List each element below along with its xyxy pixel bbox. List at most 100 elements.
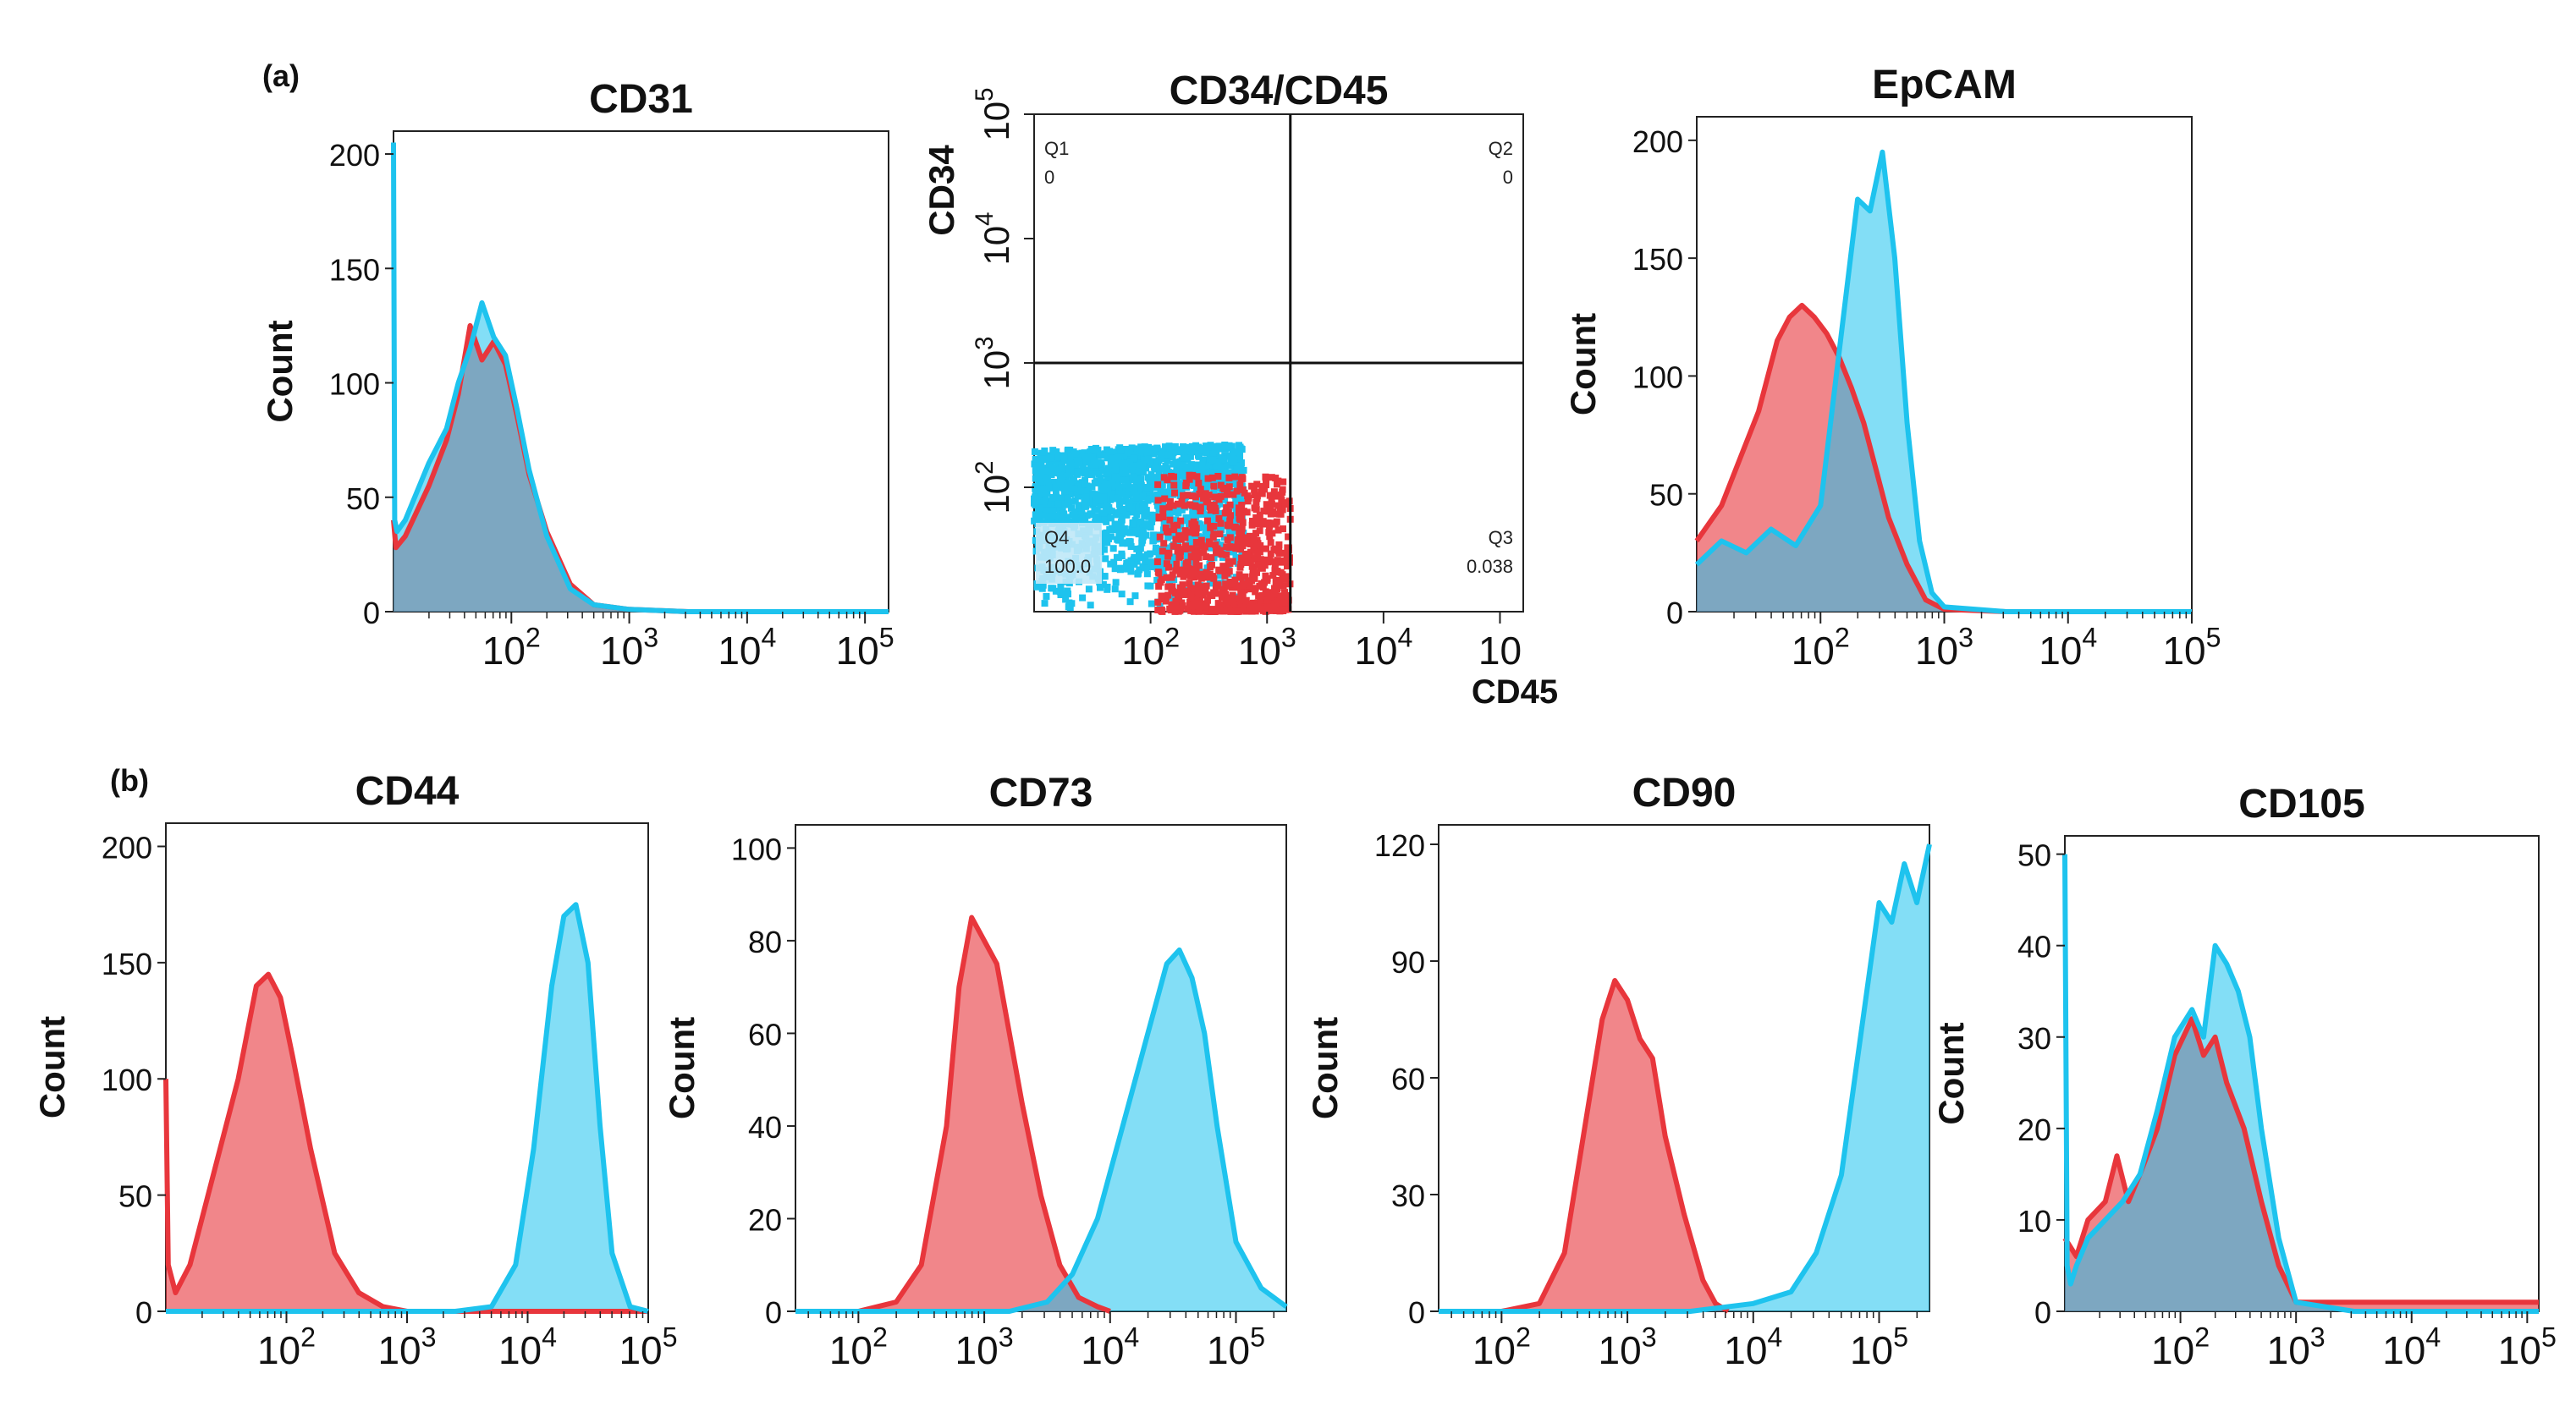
cd34cd45-point-control: [1169, 583, 1176, 591]
cd34cd45-point-control: [1216, 567, 1224, 574]
cd34cd45-point-control: [1230, 602, 1238, 609]
cd34cd45-point-marker: [1120, 525, 1128, 532]
cd34cd45-point-marker: [1164, 469, 1172, 476]
cd34cd45-point-control: [1175, 532, 1183, 540]
cd34cd45-point-marker: [1054, 466, 1062, 474]
cd73-ytick-label: 60: [748, 1017, 782, 1052]
cd34cd45-point-marker: [1233, 558, 1241, 565]
cd34cd45-point-marker: [1237, 445, 1245, 453]
cd34cd45-point-marker: [1083, 512, 1091, 519]
cd34cd45-point-marker: [1192, 442, 1200, 449]
cd34cd45-point-control: [1222, 591, 1230, 598]
cd90-ytick-label: 120: [1374, 828, 1425, 863]
cd34cd45-point-marker: [1159, 499, 1167, 507]
epcam-series-area-marker: [1697, 151, 2192, 613]
cd34cd45-point-control: [1270, 591, 1278, 598]
cd34cd45-point-marker: [1139, 493, 1147, 501]
cd34cd45-ylabel: CD34: [922, 145, 961, 236]
epcam-ytick-label: 0: [1666, 596, 1683, 630]
cd34cd45-point-control: [1244, 497, 1252, 505]
cd34cd45-ytick-label: 102: [971, 460, 1016, 514]
cd34cd45-point-marker: [1159, 563, 1166, 570]
cd34cd45-point-marker: [1143, 521, 1151, 529]
cd34cd45-point-control: [1158, 592, 1165, 600]
cd34cd45-point-control: [1270, 607, 1278, 614]
cd34cd45-ytick-label-group: 105: [971, 87, 1016, 140]
cd34cd45-point-control: [1181, 528, 1189, 536]
cd34cd45-point-marker: [1159, 558, 1166, 565]
cd34cd45-point-control: [1268, 496, 1275, 503]
cd34cd45-point-control: [1239, 475, 1247, 482]
cd34cd45-point-marker: [1136, 566, 1143, 574]
cd34cd45-point-control: [1231, 578, 1239, 585]
cd34cd45-point-marker: [1146, 479, 1153, 486]
cd34cd45-point-marker: [1206, 580, 1214, 587]
cd34cd45-point-control: [1218, 591, 1225, 598]
cd31-xtick-label: 103: [600, 622, 658, 673]
cd31-ytick-label: 100: [329, 367, 380, 402]
cd34cd45-xlabel: CD45: [1472, 673, 1558, 711]
cd34cd45-point-control: [1277, 569, 1285, 576]
cd44-ytick-label: 0: [135, 1295, 152, 1330]
cd34cd45-point-control: [1241, 550, 1249, 558]
cd34cd45-point-control: [1208, 591, 1216, 599]
cd44-xtick-label: 104: [498, 1321, 557, 1372]
cd34cd45-point-control: [1170, 542, 1177, 550]
cd34cd45-chart: Q1 0 Q2 0 Q3 0.038 Q4 100.0 102 103 104 10 102 103 104…: [922, 69, 1558, 711]
cd34cd45-point-marker: [1136, 554, 1143, 562]
cd34cd45-point-control: [1209, 534, 1217, 541]
cd31-series-area-marker: [394, 142, 889, 612]
cd44-ytick-label: 200: [102, 830, 152, 865]
cd34cd45-point-control: [1278, 497, 1285, 504]
cd34cd45-point-marker: [1091, 457, 1098, 464]
cd34cd45-point-control: [1185, 567, 1192, 574]
cd34cd45-point-marker: [1227, 452, 1235, 459]
epcam-ytick-label: 200: [1632, 124, 1683, 159]
cd34cd45-point-control: [1206, 540, 1214, 547]
cd34cd45-point-marker: [1081, 481, 1088, 488]
panel-label-b: (b): [110, 763, 149, 798]
cd34cd45-point-control: [1190, 599, 1197, 607]
cd34cd45-point-control: [1178, 497, 1186, 505]
cd34cd45-point-control: [1279, 488, 1286, 496]
cd34cd45-point-control: [1249, 566, 1257, 574]
cd34cd45-point-marker: [1104, 583, 1111, 591]
cd90-series-line-marker: [1439, 843, 1932, 1314]
cd34cd45-point-marker: [1178, 457, 1186, 464]
cd34cd45-point-control: [1242, 535, 1250, 542]
cd34cd45-point-control: [1248, 600, 1256, 607]
cd34cd45-point-marker: [1163, 544, 1170, 552]
cd34cd45-point-marker: [1196, 453, 1203, 460]
cd34cd45-point-control: [1215, 514, 1223, 522]
cd34cd45-point-marker: [1211, 469, 1219, 476]
cd34cd45-point-marker: [1043, 507, 1050, 514]
cd34cd45-point-marker: [1221, 441, 1229, 448]
epcam-xtick-label: 102: [1792, 622, 1850, 673]
cd34cd45-point-marker: [1193, 486, 1201, 493]
cd34cd45-point-marker: [1202, 503, 1209, 510]
cd34cd45-point-marker: [1113, 553, 1120, 561]
cd34cd45-point-control: [1184, 492, 1192, 499]
cd34cd45-point-marker: [1186, 465, 1194, 473]
cd34cd45-point-control: [1203, 582, 1210, 590]
cd34cd45-point-control: [1173, 604, 1181, 612]
cd34cd45-point-marker: [1139, 484, 1147, 492]
cd34cd45-point-marker: [1132, 494, 1140, 502]
cd34cd45-point-control: [1197, 508, 1204, 515]
cd34cd45-point-marker: [1193, 534, 1201, 541]
cd34cd45-point-marker: [1088, 483, 1096, 491]
cd34cd45-point-control: [1204, 498, 1212, 506]
cd34cd45-point-marker: [1109, 495, 1117, 503]
cd34cd45-point-control: [1163, 560, 1170, 568]
cd34cd45-point-control: [1154, 606, 1162, 613]
cd34cd45-point-control: [1203, 553, 1210, 561]
cd34cd45-point-control: [1231, 523, 1239, 530]
cd73-xtick-label: 105: [1207, 1321, 1265, 1372]
cd34cd45-point-control: [1171, 489, 1179, 497]
epcam-ytick-label: 100: [1632, 360, 1683, 394]
cd34cd45-point-control: [1252, 520, 1260, 528]
cd34cd45-point-marker: [1061, 484, 1069, 492]
cd34cd45-point-control: [1269, 508, 1277, 515]
cd34cd45-point-control: [1250, 533, 1258, 541]
cd34cd45-point-control: [1192, 503, 1199, 510]
